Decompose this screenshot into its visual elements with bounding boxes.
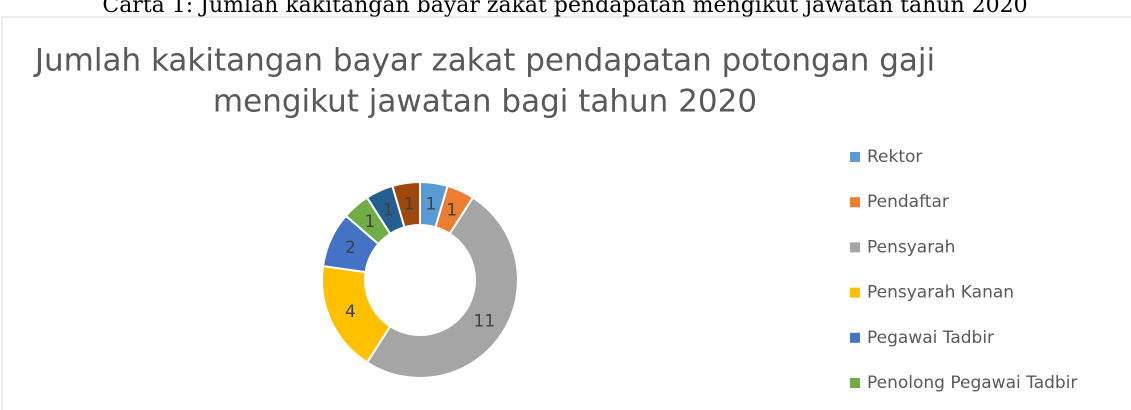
legend-swatch — [850, 287, 860, 298]
legend-swatch — [850, 197, 860, 208]
data-label: 1 — [383, 200, 394, 220]
chart-title: Jumlah kakitangan bayar zakat pendapatan… — [33, 43, 935, 79]
legend-swatch — [850, 152, 860, 162]
data-label: 1 — [404, 194, 415, 214]
data-label: 1 — [364, 212, 375, 232]
legend-label: Pegawai Tadbir — [867, 328, 994, 348]
caption: Carta 1: Jumlah kakitangan bayar zakat p… — [102, 0, 1027, 18]
legend-label: Pensyarah Kanan — [867, 283, 1014, 303]
chart-area — [1, 16, 1131, 410]
legend-label: Rektor — [867, 147, 922, 167]
data-label: 2 — [345, 238, 356, 258]
chart-title: mengikut jawatan bagi tahun 2020 — [213, 84, 757, 120]
data-label: 11 — [474, 311, 496, 331]
data-label: 1 — [425, 194, 436, 214]
data-label: 1 — [446, 200, 457, 220]
slice — [391, 180, 421, 229]
legend-label: Pensyarah — [867, 237, 955, 257]
legend-label: Pendaftar — [867, 192, 949, 212]
legend-label: Penolong Pegawai Tadbir — [867, 373, 1077, 393]
legend-swatch — [850, 378, 860, 388]
slice — [365, 196, 519, 379]
legend-swatch — [850, 242, 860, 253]
legend-swatch — [850, 332, 860, 343]
data-label: 4 — [345, 302, 356, 322]
